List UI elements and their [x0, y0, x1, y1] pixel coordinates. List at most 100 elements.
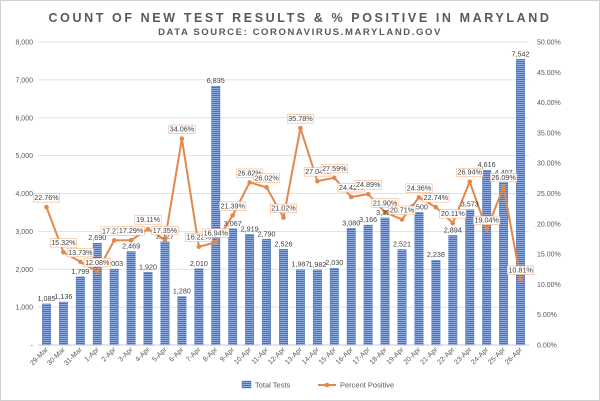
x-tick-label: 5-Apr: [151, 346, 169, 364]
bar-data-label: 3,080: [342, 218, 360, 227]
percent-data-label: 34.06%: [170, 125, 195, 134]
bar-data-label: 3,500: [410, 202, 428, 211]
line-point: [365, 191, 371, 197]
legend-label-total-tests: Total Tests: [255, 381, 291, 390]
percent-label-box: [473, 215, 501, 225]
line-point: [518, 277, 523, 282]
percent-data-label: 15.32%: [51, 238, 76, 247]
percent-data-label: 26.94%: [458, 168, 483, 177]
x-tick-label: 17-Apr: [352, 346, 372, 366]
bar-data-label: 1,085: [37, 294, 55, 303]
bar: [380, 217, 390, 346]
line-point: [433, 204, 439, 210]
line-point: [501, 184, 506, 190]
x-tick-label: 22-Apr: [436, 346, 456, 366]
percent-data-label: 21.02%: [271, 204, 296, 213]
bar: [262, 239, 272, 346]
line-point: [331, 175, 337, 181]
y-left-tick-label: 7,000: [15, 77, 33, 84]
percent-label-box: [66, 247, 94, 258]
percent-data-label: 10.81%: [508, 265, 533, 274]
x-tick-label: 21-Apr: [419, 346, 439, 366]
bar-data-label: 1,280: [173, 287, 191, 296]
bar-data-label: 1,920: [139, 262, 157, 271]
x-tick-label: 12-Apr: [267, 346, 287, 366]
percent-label-box: [269, 203, 297, 213]
percent-data-label: 19.11%: [136, 215, 160, 224]
line-point: [298, 125, 303, 131]
percent-data-label: 19.04%: [474, 216, 499, 225]
line-point: [281, 215, 286, 220]
line-point: [348, 194, 354, 200]
bar-data-label: 1,987: [291, 260, 309, 269]
line-point: [94, 269, 100, 275]
bar: [516, 59, 525, 346]
percent-label-box: [134, 215, 162, 225]
bar: [448, 235, 458, 346]
x-tick-label: 16-Apr: [335, 346, 355, 366]
bar: [143, 272, 153, 346]
percent-label-box: [405, 183, 433, 193]
percent-data-label: 21.39%: [221, 201, 246, 210]
line-point: [213, 240, 219, 245]
line-point: [179, 136, 185, 141]
x-tick-label: 7-Apr: [185, 346, 203, 364]
x-tick-label: 18-Apr: [369, 346, 389, 366]
percent-data-label: 24.42%: [339, 183, 364, 192]
line-point: [416, 195, 422, 200]
bar: [482, 169, 492, 346]
bar-data-label: 2,919: [241, 224, 259, 233]
x-tick-label: 6-Apr: [168, 346, 186, 364]
bar: [177, 296, 187, 346]
line-point: [247, 180, 252, 185]
line-point: [111, 238, 117, 243]
line-point: [484, 227, 489, 232]
bar: [211, 85, 221, 346]
y-right-tick-label: 15.00%: [537, 252, 561, 259]
bar: [58, 301, 68, 346]
bar-data-label: 2,003: [105, 259, 123, 268]
percent-label-box: [490, 173, 518, 183]
y-right-tick-label: 0.00%: [537, 343, 557, 350]
bar-data-label: 2,790: [258, 229, 276, 238]
y-left-tick-label: -: [31, 343, 34, 350]
percent-label-box: [236, 168, 264, 178]
x-tick-label: 1-Apr: [84, 346, 102, 364]
percent-data-label: 17.29%: [119, 226, 144, 235]
legend-bar-swatch: [241, 380, 252, 389]
y-right-tick-label: 35.00%: [537, 130, 561, 137]
x-tick-label: 31-Mar: [63, 346, 84, 367]
percent-data-label: 13.73%: [68, 248, 93, 257]
x-tick-label: 25-Apr: [487, 346, 507, 366]
bar-data-label: 2,030: [325, 258, 343, 267]
bar-data-label: 2,469: [122, 241, 140, 250]
bar: [228, 228, 238, 346]
y-right-tick-label: 40.00%: [537, 100, 561, 107]
chart-title: COUNT OF NEW TEST RESULTS & % POSITIVE I…: [48, 11, 552, 25]
y-left-tick-label: 1,000: [15, 305, 33, 312]
bar: [295, 269, 305, 346]
x-tick-label: 8-Apr: [202, 346, 220, 364]
bar-data-label: 1,799: [71, 267, 89, 276]
bar: [109, 268, 119, 346]
x-tick-label: 19-Apr: [386, 346, 406, 366]
percent-data-label: 20.11%: [441, 209, 465, 218]
percent-data-label: 35.78%: [288, 114, 313, 123]
line-point: [382, 209, 388, 215]
percent-label-box: [151, 226, 179, 236]
percent-data-label: 27.04%: [305, 167, 330, 176]
percent-data-label: 26.82%: [237, 168, 262, 177]
y-left-tick-label: 5,000: [15, 153, 33, 160]
bar: [245, 234, 255, 346]
bar: [312, 269, 322, 346]
percent-label-box: [49, 238, 77, 248]
line-point: [315, 178, 320, 184]
bar-data-label: 2,238: [427, 250, 445, 259]
x-tick-label: 15-Apr: [318, 346, 338, 366]
y-right-tick-label: 20.00%: [537, 221, 561, 228]
bar-data-label: 3,573: [461, 200, 479, 209]
y-right-tick-label: 45.00%: [537, 70, 561, 77]
bar-data-label: 3,166: [359, 215, 377, 224]
x-tick-label: 24-Apr: [470, 346, 490, 366]
percent-data-label: 24.36%: [407, 183, 432, 192]
